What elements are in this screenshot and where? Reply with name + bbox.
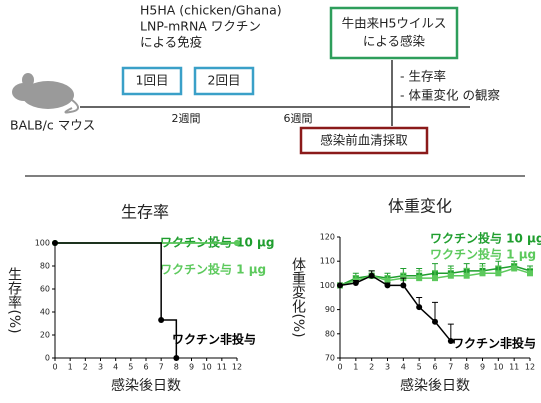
marker [432,275,438,282]
x-tick-label: 3 [385,363,390,372]
observation-text: - 生存率 [400,69,446,84]
marker [447,338,454,345]
y-tick-label: 110 [320,257,335,266]
y-tick-label: 80 [325,329,335,338]
marker [447,272,454,279]
marker [337,282,343,289]
marker [52,240,58,246]
x-tick-label: 2 [369,363,374,372]
x-tick-label: 1 [353,363,358,372]
y-tick-label: 40 [40,308,50,317]
y-tick-label: 60 [40,285,50,294]
infection-text: による感染 [363,34,426,49]
x-tick-label: 7 [159,363,164,372]
y-tick-label: 100 [35,239,50,248]
series-label: ワクチン非投与 [172,332,256,347]
x-tick-label: 12 [525,363,535,372]
x-tick-label: 10 [202,363,212,372]
mouse-label: BALB/c マウス [10,118,95,133]
marker [352,279,359,286]
y-tick-label: 120 [320,233,335,242]
marker [416,275,423,282]
marker [463,272,470,279]
x-axis-label: 感染後日数 [111,377,181,394]
y-tick-label: 70 [325,354,335,363]
dose-box [193,66,255,96]
serum-box [299,126,429,155]
series-label: ワクチン非投与 [452,336,536,351]
interval-label: 6週間 [284,112,313,125]
marker [527,270,533,277]
y-tick-label: 0 [45,354,50,363]
x-tick-label: 1 [68,363,73,372]
x-tick-label: 9 [189,363,194,372]
infection-text: 牛由来H5ウイルス [342,16,447,31]
x-tick-label: 6 [143,363,148,372]
chart-title: 生存率 [121,203,169,222]
x-tick-label: 12 [232,363,242,372]
x-tick-label: 8 [464,363,469,372]
chart-title: 体重変化 [388,197,452,216]
serum-label: 感染前血清採取 [320,133,408,148]
x-tick-label: 6 [432,363,437,372]
y-axis-label: 体重変化(%) [290,257,306,337]
x-tick-label: 9 [480,363,485,372]
y-tick-label: 90 [325,305,335,314]
x-axis-label: 感染後日数 [400,377,470,394]
marker [495,270,502,277]
marker [479,270,486,277]
x-tick-label: 8 [174,363,179,372]
marker [158,317,165,324]
error-bar [432,301,438,322]
series-label: ワクチン投与 1 μg [430,247,536,262]
y-tick-label: 100 [320,281,335,290]
series-label: ワクチン投与 1 μg [160,262,266,277]
series-line [55,242,178,358]
x-tick-label: 0 [52,363,57,372]
marker [432,318,438,325]
x-tick-label: 2 [83,363,88,372]
x-tick-label: 5 [417,363,422,372]
x-tick-label: 0 [337,363,342,372]
series-label: ワクチン投与 10 μg [430,231,541,246]
x-tick-label: 4 [113,363,118,372]
dose-label: 2回目 [208,73,241,88]
vaccine-text: による免疫 [140,35,202,50]
y-tick-label: 80 [40,262,50,271]
marker [384,282,391,289]
y-axis-label: 生存率(%) [6,267,22,333]
mouse-icon [12,73,79,114]
observation-text: - 体重変化 の観察 [400,88,500,103]
y-tick-label: 20 [40,331,50,340]
infection-box [329,6,459,60]
x-tick-label: 11 [217,363,227,372]
marker [234,240,240,246]
x-tick-label: 5 [128,363,133,372]
marker [368,272,375,279]
x-tick-label: 7 [448,363,453,372]
x-tick-label: 10 [493,363,503,372]
marker [400,282,407,289]
marker [416,304,423,311]
x-tick-label: 11 [509,363,519,372]
x-tick-label: 3 [98,363,103,372]
marker [173,355,180,361]
interval-label: 2週間 [172,112,201,125]
vaccine-text: LNP-mRNA ワクチン [140,19,261,34]
dose-label: 1回目 [136,73,169,88]
marker [384,277,391,284]
series-label: ワクチン投与 10 μg [160,235,274,250]
dose-box [121,66,183,96]
marker [511,265,518,272]
vaccine-text: H5HA (chicken/Ghana) [140,3,282,18]
x-tick-label: 4 [401,363,406,372]
